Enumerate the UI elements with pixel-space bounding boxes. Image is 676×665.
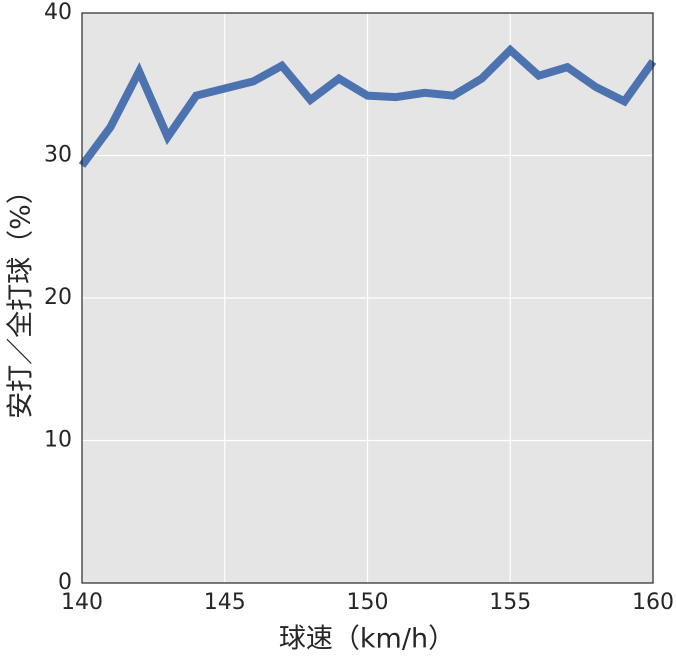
x-tick-label: 155 — [489, 590, 531, 615]
x-axis-label: 球速（km/h） — [279, 624, 455, 655]
plot-border — [81, 12, 654, 584]
x-tick-label: 140 — [61, 590, 103, 615]
data-line — [78, 44, 657, 168]
y-tick-label: 0 — [58, 570, 72, 595]
x-tick-label: 150 — [347, 590, 389, 615]
y-tick-label: 20 — [44, 285, 72, 310]
y-tick-label: 10 — [44, 428, 72, 453]
x-tick-label: 145 — [204, 590, 246, 615]
y-axis-label: 安打／全打球（%） — [6, 177, 37, 419]
x-tick-label: 160 — [632, 590, 674, 615]
y-tick-label: 30 — [44, 143, 72, 168]
y-tick-label: 40 — [44, 0, 72, 25]
